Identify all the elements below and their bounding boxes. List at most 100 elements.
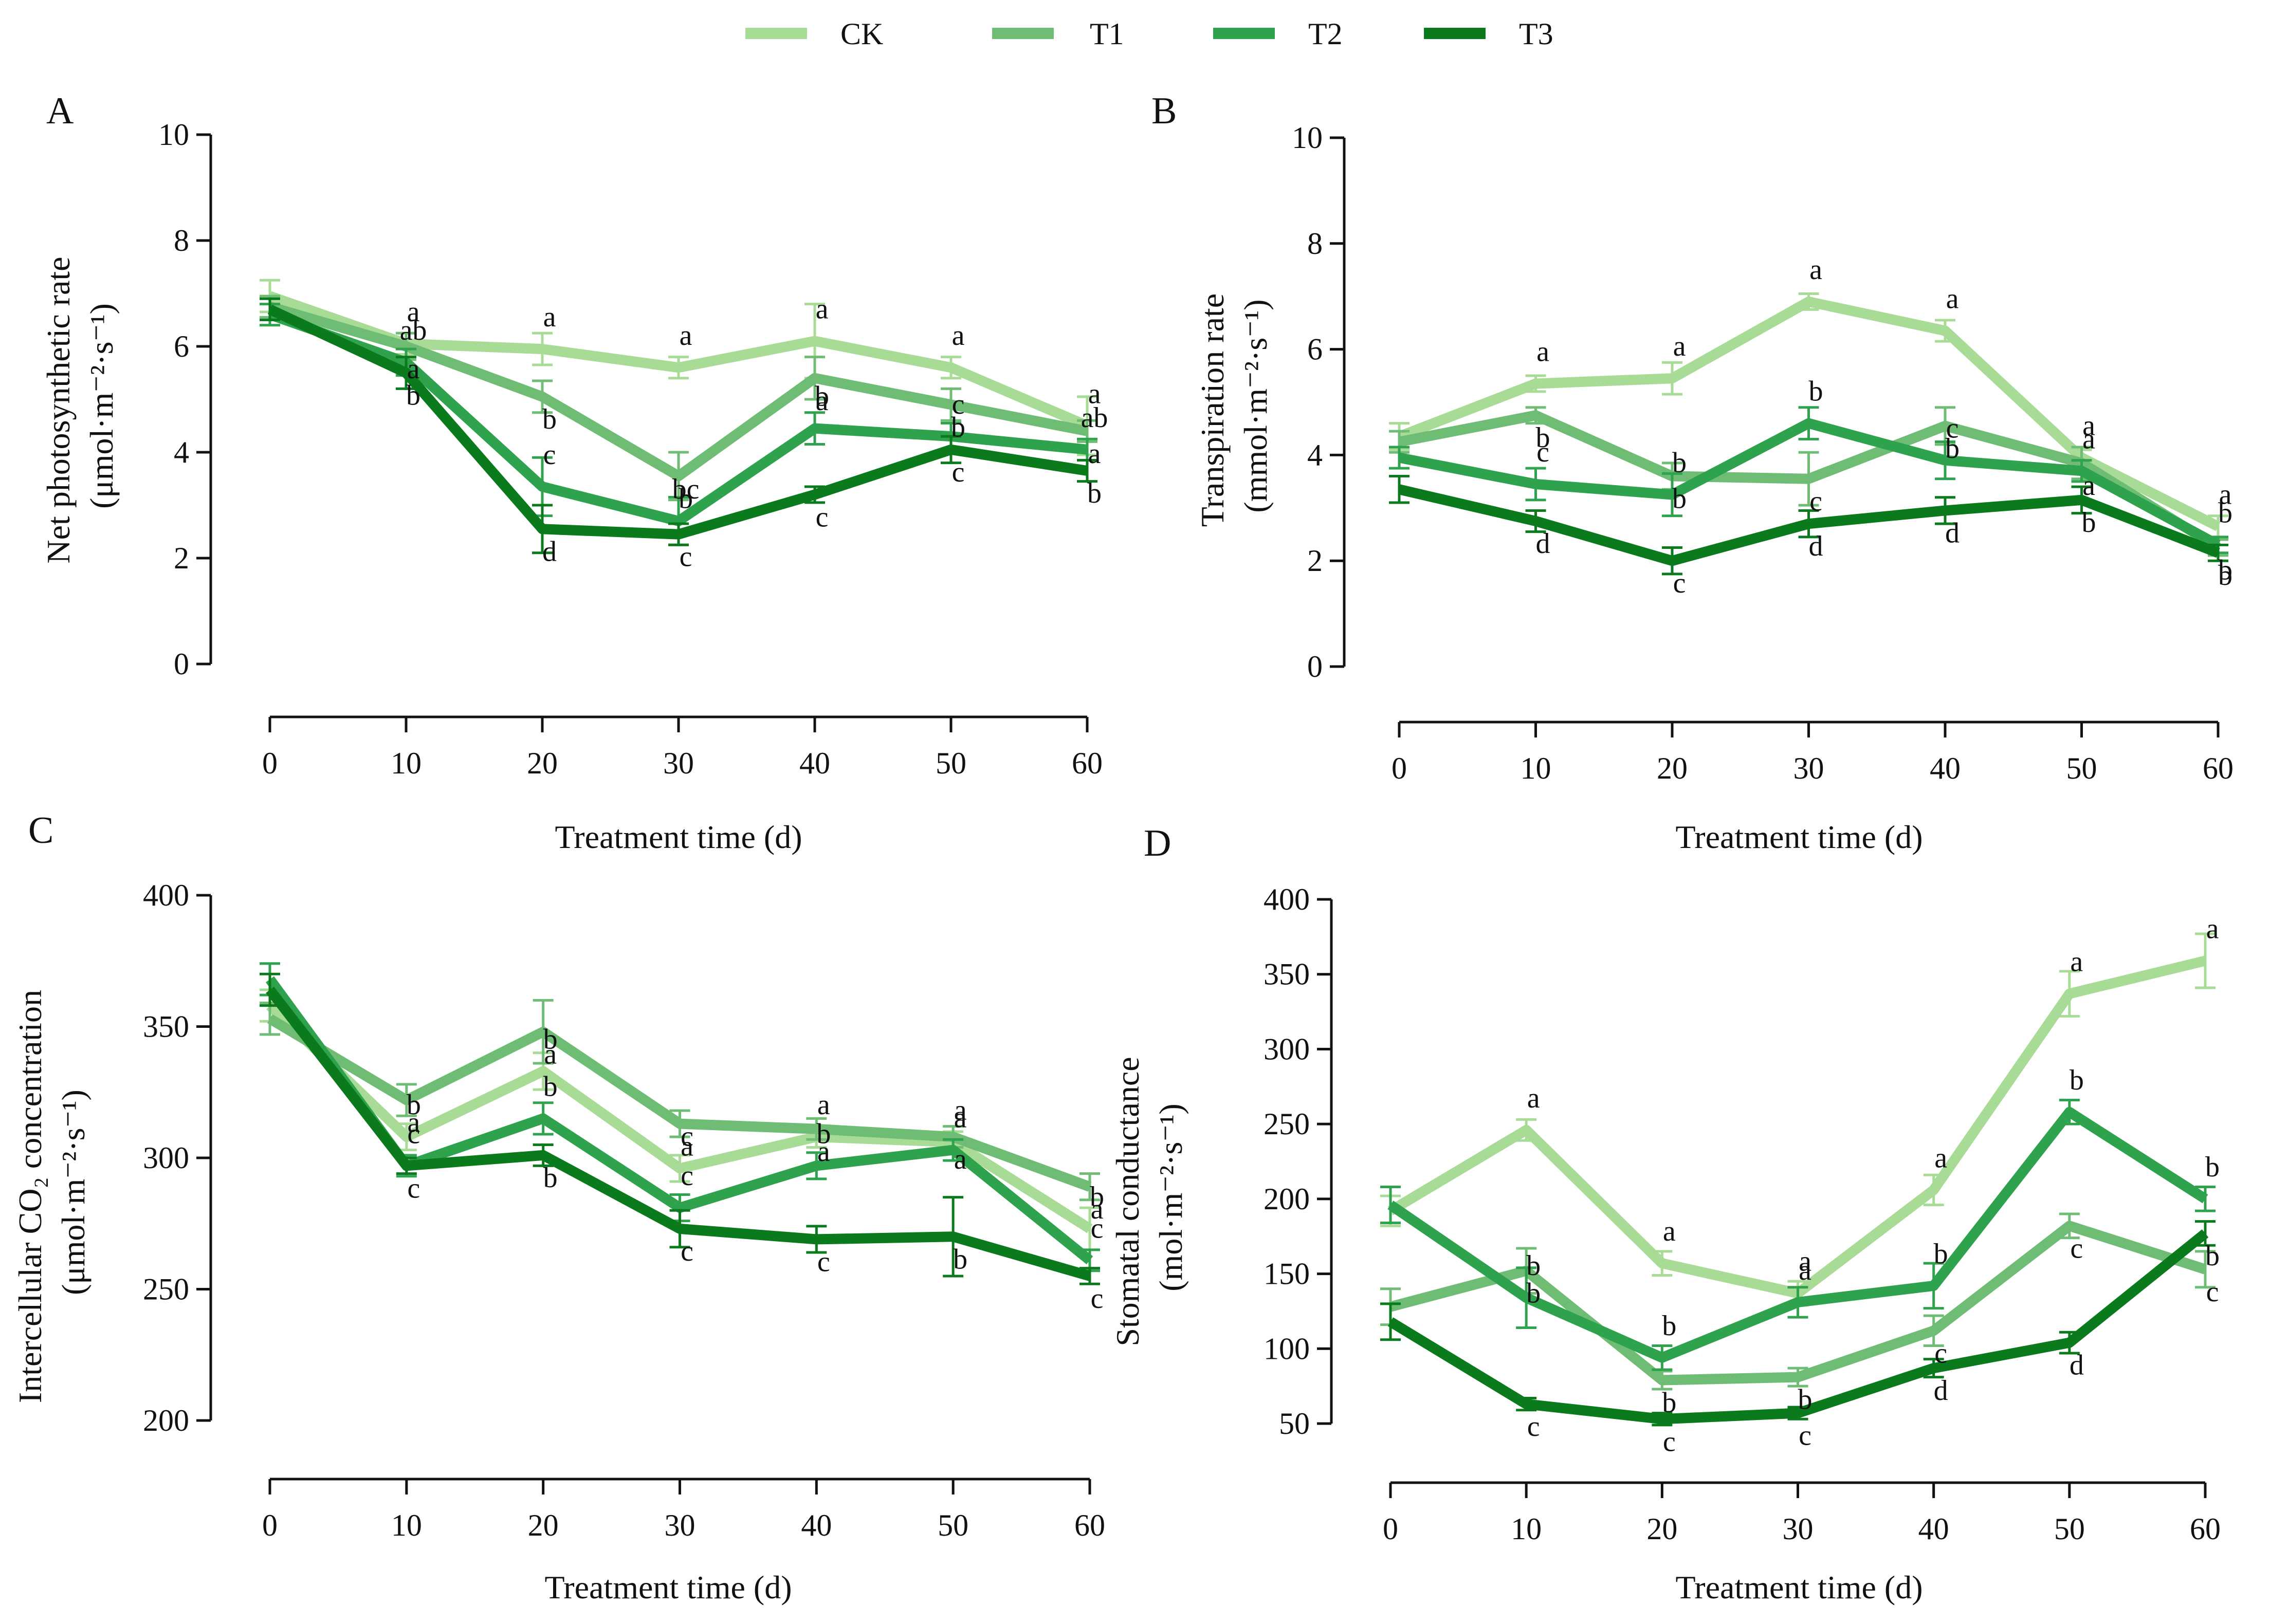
y-axis-label-a: Net photosynthetic rate (μmol·m⁻²·s⁻¹)	[40, 248, 120, 563]
x-tick-label: 50	[2066, 751, 2097, 785]
y-axis-label-d: Stomatal conductance (mol·m⁻²·s⁻¹)	[1109, 1048, 1189, 1346]
significance-letter: b	[2218, 560, 2232, 592]
x-tick-label: 40	[1930, 751, 1961, 785]
significance-letter: b	[816, 1118, 831, 1150]
significance-letter: a	[2082, 470, 2095, 502]
significance-letter: b	[679, 483, 693, 514]
x-tick-label: 20	[528, 1508, 559, 1542]
x-axis-label-b: Treatment time (d)	[1675, 819, 1923, 855]
significance-letter: c	[817, 1246, 830, 1278]
x-tick-label: 60	[1072, 746, 1103, 780]
significance-letter: d	[1934, 1375, 1948, 1407]
significance-letter: a	[2206, 913, 2219, 945]
significance-letter: c	[1799, 1420, 1811, 1452]
y-tick-label: 2	[1307, 544, 1323, 578]
series-line-t3	[267, 304, 1088, 540]
y-tick-label: 50	[1279, 1407, 1310, 1441]
significance-letter: b	[953, 1243, 967, 1275]
x-tick-label: 20	[527, 746, 558, 780]
y-tick-label: 250	[1264, 1107, 1310, 1141]
x-axis-label-d: Treatment time (d)	[1675, 1569, 1923, 1605]
x-tick-label: 50	[938, 1508, 968, 1542]
significance-letter: b	[2205, 1240, 2220, 1272]
x-tick-label: 60	[1074, 1508, 1105, 1542]
significance-letter: b	[407, 1089, 421, 1121]
significance-letter: b	[1672, 447, 1687, 479]
y-tick-label: 400	[1264, 882, 1310, 916]
significance-letter: ab	[400, 315, 427, 346]
panel-c: C Intercellular CO₂ concentration (μmol·…	[12, 809, 1105, 1605]
significance-letter: a	[407, 296, 420, 328]
significance-letter: b	[1934, 1238, 1948, 1270]
significance-letter: a	[954, 1094, 967, 1126]
significance-letter: b	[2070, 1064, 2084, 1096]
significance-letter: b	[406, 380, 420, 412]
x-tick-label: 20	[1646, 1512, 1677, 1546]
significance-letter: a	[1673, 330, 1686, 362]
x-tick-label: 60	[2190, 1512, 2221, 1546]
significance-letter: c	[952, 456, 965, 488]
y-tick-label: 4	[1307, 438, 1323, 472]
x-tick-label: 40	[801, 1508, 832, 1542]
significance-letter: b	[2205, 1151, 2220, 1183]
significance-letter: a	[2082, 410, 2095, 442]
panel-letter-c: C	[28, 809, 53, 852]
significance-letter: a	[680, 320, 692, 352]
y-axis-label-c: Intercellular CO₂ concentration (μmol·m⁻…	[12, 982, 91, 1403]
panel-letter-d: D	[1144, 822, 1171, 864]
x-tick-label: 0	[262, 746, 278, 780]
significance-letter: b	[1798, 1384, 1813, 1416]
significance-letter: b	[543, 1023, 558, 1055]
significance-letter: c	[407, 1118, 420, 1150]
significance-letter: a	[407, 1107, 420, 1139]
series-line-t2	[1398, 418, 2221, 550]
significance-letter: c	[952, 389, 965, 420]
significance-letter: d	[542, 536, 557, 567]
significance-letter: c	[1663, 1426, 1676, 1457]
legend-label-ck: CK	[840, 17, 883, 51]
x-tick-label: 40	[1918, 1512, 1949, 1546]
significance-letter: b	[951, 411, 965, 443]
significance-letter: a	[952, 320, 965, 352]
x-tick-label: 10	[1511, 1512, 1542, 1546]
significance-letter: d	[2070, 1350, 2084, 1381]
significance-letter: b	[542, 403, 557, 435]
y-tick-label: 10	[1292, 121, 1323, 155]
x-axis-label-c: Treatment time (d)	[544, 1569, 792, 1605]
y-tick-label: 350	[1264, 957, 1310, 991]
significance-letter: d	[1536, 528, 1550, 560]
significance-letter: a	[1946, 283, 1959, 315]
legend: CK T1 T2 T3	[745, 17, 1553, 51]
significance-letter: b	[543, 1071, 558, 1102]
y-tick-label: 400	[143, 878, 189, 912]
y-tick-label: 200	[143, 1404, 189, 1437]
panel-letter-b: B	[1151, 90, 1177, 132]
significance-letter: a	[1536, 336, 1549, 367]
x-tick-label: 30	[663, 746, 694, 780]
significance-letter: a	[817, 1089, 830, 1121]
significance-letter: b	[2218, 497, 2232, 529]
significance-letter: b	[2082, 507, 2096, 539]
y-tick-label: 8	[174, 224, 189, 257]
significance-letter: b	[1662, 1387, 1676, 1418]
significance-letter: a	[1088, 438, 1101, 470]
y-tick-label: 300	[143, 1141, 189, 1175]
significance-letter: b	[2218, 554, 2232, 586]
significance-letter: a	[1799, 1254, 1811, 1286]
y-tick-label: 300	[1264, 1032, 1310, 1066]
significance-letter: c	[1091, 1283, 1104, 1315]
x-tick-label: 10	[1521, 751, 1551, 785]
series-line-t1	[267, 1014, 1092, 1192]
significance-letter: d	[1809, 530, 1823, 562]
significance-letter: c	[681, 1160, 693, 1192]
significance-letter: b	[1809, 376, 1823, 408]
legend-label-t1: T1	[1090, 17, 1124, 51]
y-tick-label: 6	[1307, 333, 1323, 366]
significance-letter: c	[1673, 567, 1686, 599]
significance-letter: a	[1934, 1142, 1947, 1174]
y-tick-label: 4	[174, 435, 189, 469]
y-tick-label: 250	[143, 1272, 189, 1306]
significance-letter: a	[1663, 1215, 1676, 1247]
significance-letter: c	[407, 1172, 420, 1204]
significance-letter: bc	[672, 473, 700, 505]
